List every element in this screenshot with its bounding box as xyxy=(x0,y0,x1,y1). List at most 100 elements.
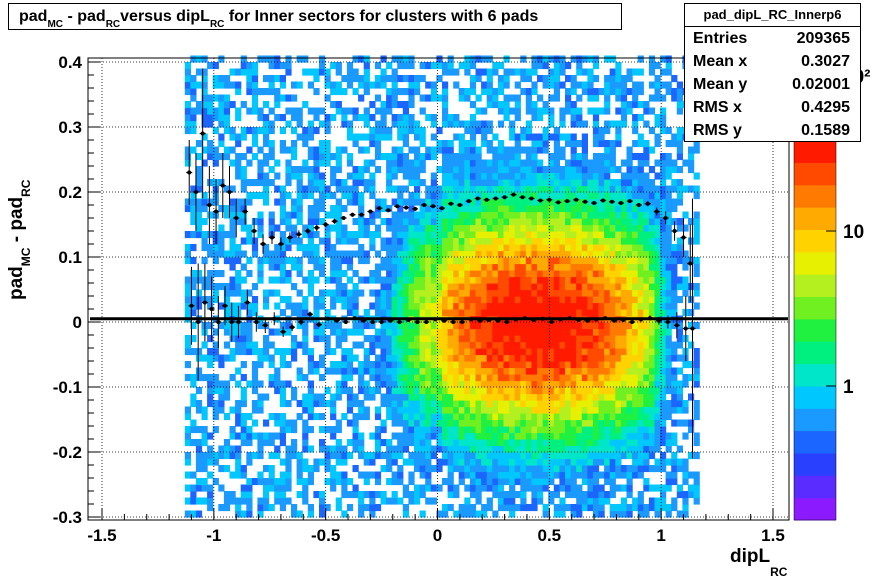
heatmap-cell xyxy=(604,186,610,193)
heatmap-cell xyxy=(487,446,493,453)
heatmap-cell xyxy=(643,218,649,225)
heatmap-cell xyxy=(649,485,655,492)
heatmap-cell xyxy=(515,179,521,186)
heatmap-cell xyxy=(403,439,409,446)
heatmap-cell xyxy=(531,56,537,63)
heatmap-cell xyxy=(638,439,644,446)
heatmap-cell xyxy=(257,166,263,173)
heatmap-cell xyxy=(470,439,476,446)
heatmap-cell xyxy=(224,121,230,128)
heatmap-cell xyxy=(548,413,554,420)
heatmap-cell xyxy=(638,270,644,277)
heatmap-cell xyxy=(531,329,537,336)
heatmap-cell xyxy=(330,452,336,459)
heatmap-cell xyxy=(682,283,688,290)
heatmap-cell xyxy=(257,452,263,459)
heatmap-cell xyxy=(464,426,470,433)
heatmap-cell xyxy=(531,82,537,89)
heatmap-cell xyxy=(520,283,526,290)
heatmap-cell xyxy=(392,166,398,173)
heatmap-cell xyxy=(610,160,616,167)
heatmap-cell xyxy=(381,329,387,336)
heatmap-cell xyxy=(660,264,666,271)
heatmap-cell xyxy=(565,400,571,407)
heatmap-cell xyxy=(308,134,314,141)
heatmap-cell xyxy=(442,387,448,394)
heatmap-cell xyxy=(565,329,571,336)
heatmap-cell xyxy=(431,446,437,453)
heatmap-cell xyxy=(392,400,398,407)
heatmap-cell xyxy=(459,394,465,401)
heatmap-cell xyxy=(408,127,414,134)
heatmap-cell xyxy=(459,342,465,349)
heatmap-cell xyxy=(448,361,454,368)
heatmap-cell xyxy=(459,400,465,407)
heatmap-cell xyxy=(353,283,359,290)
heatmap-cell xyxy=(347,69,353,76)
heatmap-cell xyxy=(252,244,258,251)
heatmap-cell xyxy=(543,433,549,440)
heatmap-cell xyxy=(207,394,213,401)
heatmap-cell xyxy=(504,407,510,414)
heatmap-cell xyxy=(185,82,191,89)
heatmap-cell xyxy=(638,394,644,401)
heatmap-cell xyxy=(621,394,627,401)
heatmap-cell xyxy=(649,368,655,375)
heatmap-cell xyxy=(207,270,213,277)
heatmap-cell xyxy=(671,498,677,505)
heatmap-cell xyxy=(448,309,454,316)
heatmap-cell xyxy=(235,472,241,479)
heatmap-cell xyxy=(643,231,649,238)
heatmap-cell xyxy=(397,218,403,225)
heatmap-cell xyxy=(448,62,454,69)
heatmap-cell xyxy=(392,88,398,95)
heatmap-cell xyxy=(604,173,610,180)
heatmap-cell xyxy=(464,433,470,440)
heatmap-cell xyxy=(487,121,493,128)
heatmap-cell xyxy=(269,277,275,284)
heatmap-cell xyxy=(587,335,593,342)
heatmap-cell xyxy=(408,329,414,336)
heatmap-cell xyxy=(420,257,426,264)
heatmap-cell xyxy=(481,400,487,407)
heatmap-cell xyxy=(313,173,319,180)
heatmap-cell xyxy=(464,231,470,238)
heatmap-cell xyxy=(397,335,403,342)
heatmap-cell xyxy=(420,361,426,368)
heatmap-cell xyxy=(537,472,543,479)
heatmap-cell xyxy=(263,121,269,128)
heatmap-cell xyxy=(599,329,605,336)
profile-lower-point xyxy=(254,320,258,324)
heatmap-cell xyxy=(313,75,319,82)
heatmap-cell xyxy=(453,290,459,297)
heatmap-cell xyxy=(559,485,565,492)
heatmap-cell xyxy=(224,465,230,472)
heatmap-cell xyxy=(414,257,420,264)
heatmap-cell xyxy=(481,374,487,381)
heatmap-cell xyxy=(397,283,403,290)
heatmap-cell xyxy=(599,238,605,245)
heatmap-cell xyxy=(235,166,241,173)
heatmap-cell xyxy=(291,420,297,427)
heatmap-cell xyxy=(347,348,353,355)
heatmap-cell xyxy=(565,251,571,258)
heatmap-cell xyxy=(218,134,224,141)
heatmap-cell xyxy=(688,485,694,492)
heatmap-cell xyxy=(230,231,236,238)
heatmap-cell xyxy=(442,394,448,401)
heatmap-cell xyxy=(252,478,258,485)
heatmap-cell xyxy=(649,452,655,459)
heatmap-cell xyxy=(571,251,577,258)
heatmap-cell xyxy=(643,452,649,459)
heatmap-cell xyxy=(571,309,577,316)
heatmap-cell xyxy=(643,270,649,277)
heatmap-cell xyxy=(548,296,554,303)
heatmap-cell xyxy=(610,231,616,238)
heatmap-cell xyxy=(487,459,493,466)
heatmap-cell xyxy=(554,62,560,69)
heatmap-cell xyxy=(280,420,286,427)
heatmap-cell xyxy=(241,511,247,518)
heatmap-cell xyxy=(291,257,297,264)
heatmap-cell xyxy=(308,173,314,180)
heatmap-cell xyxy=(520,361,526,368)
